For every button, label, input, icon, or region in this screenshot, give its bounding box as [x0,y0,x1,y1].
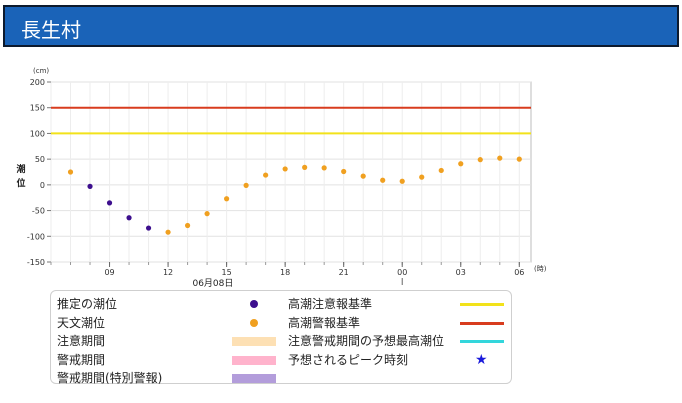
x-tick-label: 12 [163,268,173,277]
data-point [263,172,269,178]
legend-item: 注意警戒期間の予想最高潮位 [288,332,508,350]
tide-chart: -150 -100 -50 0 50 100 150 200 09 12 15 18 21 00 03 06 0… [16,67,546,289]
legend-label: 注意期間 [57,334,106,348]
legend-item: 高潮警報基準 [288,314,508,332]
y-tick-label: -50 [32,207,45,216]
x-tick-label: 09 [104,268,114,277]
axis-labels: -150 -100 -50 0 50 100 150 200 09 12 15 18 21 00 03 06 0… [16,67,546,289]
legend-label: 警戒期間(特別警報) [57,371,163,385]
data-points [67,155,522,235]
page-header: 長生村 [3,5,679,47]
legend-line-marker [460,321,504,325]
data-point [87,183,93,189]
y-tick-label: -150 [27,258,45,267]
legend-box-marker [232,355,276,365]
date-label: 06月08日 [192,278,233,289]
chart-axes [47,81,520,285]
x-tick-label: 21 [339,268,349,277]
chart-legend: 推定の潮位 高潮注意報基準天文潮位 高潮警報基準注意期間 注意警戒期間の予想最高潮位警… [50,290,512,387]
star-icon: ★ [475,351,488,368]
data-point [321,165,327,171]
y-tick-label: 0 [40,181,45,190]
legend-line-marker [460,340,504,343]
legend-item: 予想されるピーク時刻 ★ [288,351,508,369]
data-point [302,164,308,170]
x-tick-label: 15 [222,268,232,277]
data-point [380,177,386,183]
legend-line-marker [460,303,504,306]
y-tick-label: 50 [35,155,45,164]
data-point [399,178,405,184]
data-point [497,155,503,161]
plot-area [50,81,532,263]
legend-label: 警戒期間 [57,352,106,367]
legend-label: 高潮注意報基準 [288,297,373,311]
data-point [360,173,366,179]
data-point [67,169,74,175]
y-tick-label: 100 [30,129,45,138]
legend-label: 推定の潮位 [57,297,118,311]
data-point [184,222,191,229]
data-point [126,215,132,221]
data-point [438,167,444,174]
y-tick-label: 200 [30,78,45,87]
x-tick-label: 00 [397,268,407,277]
legend-item: 高潮注意報基準 [288,295,508,313]
y-axis-label: 潮 [16,163,25,175]
y-tick-label: 150 [30,104,45,113]
legend-label: 予想されるピーク時刻 [288,352,409,367]
data-point [145,225,152,231]
data-point [165,229,171,235]
legend-item: 注意期間 [57,332,282,350]
data-point [458,161,464,167]
data-point [341,168,347,175]
data-point [516,156,522,162]
legend-dot-marker [250,300,258,308]
legend-box-marker [232,337,276,346]
data-point [204,211,210,217]
threshold-lines [51,106,531,135]
legend-label: 高潮警報基準 [288,315,361,330]
data-point [224,196,230,202]
data-point [106,200,113,206]
legend-item: 天文潮位 [57,314,282,332]
legend-box-marker [232,374,276,383]
legend-dot-marker [250,318,258,327]
y-axis-label: 位 [16,177,25,189]
data-point [243,182,249,188]
x-tick-label: 18 [280,268,290,277]
legend-label: 注意警戒期間の予想最高潮位 [288,334,445,348]
x-tick-label: 03 [456,268,466,277]
chart-grid [50,81,532,263]
legend-item: 警戒期間(特別警報) [57,369,282,387]
x-unit-label: (時) [534,265,547,273]
legend-item: 推定の潮位 [57,295,282,313]
y-unit-label: (cm) [33,67,49,75]
y-tick-label: -100 [27,232,45,241]
data-point [419,174,425,180]
legend-item: 警戒期間 [57,351,282,369]
x-tick-label: 06 [514,268,524,277]
legend-label: 天文潮位 [57,315,106,330]
data-point [282,166,288,172]
page-title: 長生村 [21,18,81,42]
data-point [477,157,483,163]
